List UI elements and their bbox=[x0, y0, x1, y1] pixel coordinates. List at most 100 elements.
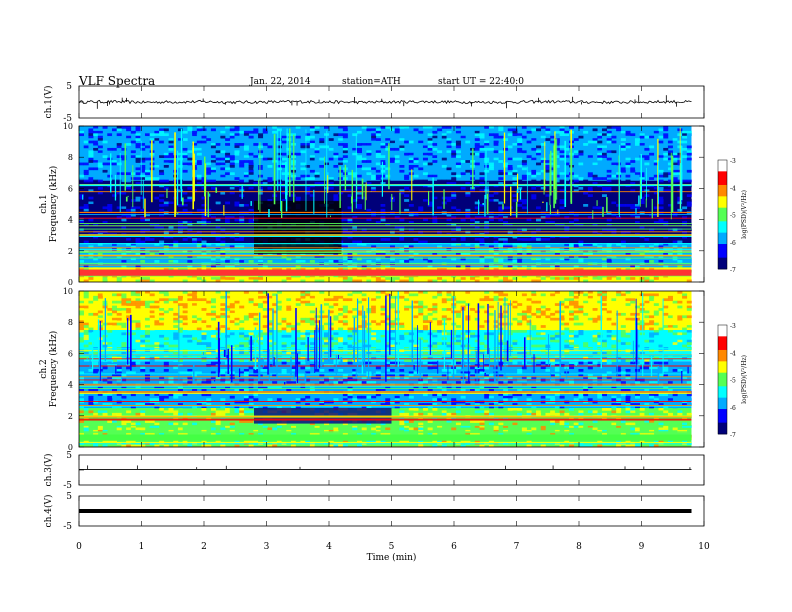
s1-cell bbox=[215, 238, 221, 241]
s1-cell bbox=[564, 213, 570, 217]
s2-cell bbox=[493, 325, 499, 328]
s1-cell bbox=[144, 250, 150, 254]
s1-cell bbox=[361, 189, 367, 193]
s1-cell bbox=[366, 218, 372, 222]
s1-cell bbox=[225, 216, 231, 219]
s2-cell bbox=[272, 308, 278, 311]
s1-cell bbox=[210, 191, 216, 195]
s1-cell bbox=[116, 216, 122, 219]
s1-cell bbox=[517, 140, 523, 144]
s2-cell bbox=[559, 327, 565, 331]
s1-cell bbox=[135, 221, 141, 224]
s2-cell bbox=[512, 291, 518, 294]
s1-cell bbox=[107, 243, 113, 246]
s1-cell bbox=[229, 186, 235, 190]
s2-cell bbox=[79, 308, 85, 311]
s2-cell bbox=[592, 293, 598, 297]
s2-cell bbox=[437, 298, 443, 302]
s1-cell bbox=[286, 257, 292, 261]
s2-cell bbox=[220, 308, 226, 311]
s1-cell bbox=[177, 223, 183, 227]
s2-cell bbox=[324, 303, 330, 306]
s2-cell bbox=[126, 303, 132, 306]
s2-cell bbox=[559, 310, 565, 314]
s1-cell bbox=[620, 152, 626, 156]
s1-cell bbox=[634, 194, 640, 197]
s1-cell bbox=[342, 143, 348, 146]
s2-cell bbox=[338, 312, 344, 316]
s1-cell bbox=[121, 204, 127, 207]
s2-cell bbox=[107, 308, 113, 311]
s1-cell bbox=[517, 260, 523, 263]
s1-cell bbox=[653, 172, 659, 176]
s1-cell bbox=[83, 228, 89, 232]
s1-cell bbox=[484, 186, 490, 190]
s2-cell bbox=[554, 315, 560, 319]
s1-cell bbox=[418, 189, 424, 193]
s1-cell bbox=[93, 267, 99, 271]
s1-cell bbox=[163, 245, 169, 249]
s1-cell bbox=[630, 189, 636, 193]
s1-cell bbox=[88, 145, 94, 149]
s1-cell bbox=[667, 216, 673, 219]
s1-cell bbox=[258, 199, 264, 202]
s1-cell bbox=[380, 165, 386, 168]
s1-cell bbox=[540, 186, 546, 190]
s1-cell bbox=[465, 155, 471, 158]
s1-cell bbox=[573, 218, 579, 222]
s1-cell bbox=[88, 245, 94, 249]
s1-cell bbox=[276, 128, 282, 132]
s1-cell bbox=[649, 238, 655, 241]
s1-cell bbox=[163, 235, 169, 239]
s1-cell bbox=[229, 221, 235, 224]
s1-cell bbox=[677, 252, 683, 256]
s1-cell bbox=[258, 145, 264, 149]
s1-cell bbox=[564, 243, 570, 246]
s2-cell bbox=[276, 308, 282, 311]
s1-cell bbox=[375, 155, 381, 158]
s1-colorbar-cell bbox=[718, 205, 727, 209]
s1-cell bbox=[432, 277, 438, 280]
s1-cell bbox=[281, 140, 287, 144]
s1-cell bbox=[498, 243, 504, 246]
s1-cell bbox=[248, 260, 254, 263]
s1-cell bbox=[616, 223, 622, 227]
s2-cell bbox=[512, 310, 518, 314]
s1-cell bbox=[639, 177, 645, 180]
s1-cell bbox=[564, 240, 570, 244]
s1-colorbar-cell bbox=[718, 266, 727, 270]
s1-cell bbox=[460, 238, 466, 241]
s1-cell bbox=[550, 152, 556, 156]
s1-cell bbox=[314, 255, 320, 258]
s1-cell bbox=[422, 147, 428, 151]
s1-cell bbox=[408, 213, 414, 217]
s1-cell bbox=[225, 196, 231, 200]
s1-cell bbox=[187, 150, 193, 154]
s1-cell bbox=[276, 150, 282, 154]
s1-cell bbox=[460, 223, 466, 227]
s2-cell bbox=[474, 305, 480, 309]
s1-cell bbox=[653, 130, 659, 134]
s1-cell bbox=[653, 133, 659, 137]
s1-cell bbox=[243, 147, 249, 151]
s1-cell bbox=[413, 157, 419, 161]
s1-cell bbox=[620, 169, 626, 173]
s1-cell bbox=[474, 133, 480, 137]
s2-cell bbox=[243, 317, 249, 321]
s1-cell bbox=[639, 196, 645, 200]
s1-cell bbox=[404, 186, 410, 190]
s1-cell bbox=[102, 221, 108, 224]
s2-cell bbox=[526, 320, 532, 323]
s1-cell bbox=[187, 223, 193, 227]
s1-cell bbox=[451, 223, 457, 227]
s1-cell bbox=[536, 206, 542, 210]
s1-cell bbox=[630, 267, 636, 271]
s2-cell bbox=[309, 320, 315, 323]
s2-cell bbox=[573, 310, 579, 314]
s1-cell bbox=[479, 167, 485, 171]
s2-cell bbox=[606, 298, 612, 302]
s1-cell bbox=[324, 257, 330, 261]
s1-cell bbox=[102, 182, 108, 185]
s1-cell bbox=[126, 257, 132, 261]
s1-cell bbox=[229, 245, 235, 249]
